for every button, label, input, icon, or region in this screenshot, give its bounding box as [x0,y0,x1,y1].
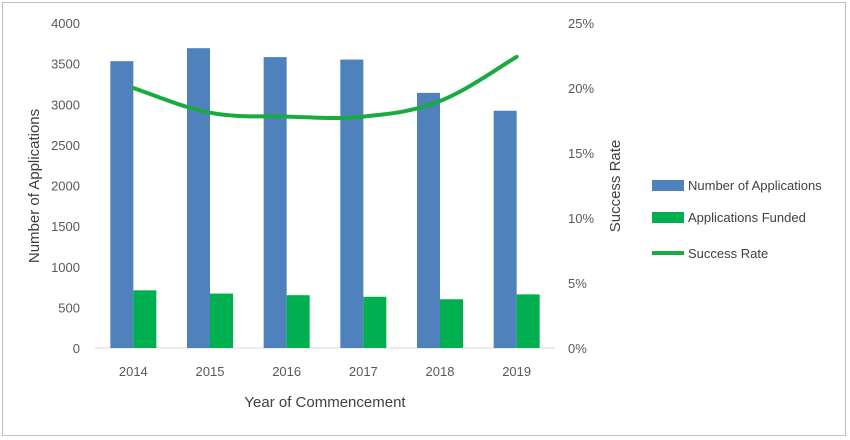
y2-tick-label: 10% [568,211,594,226]
left-axis-ticks: 0 500 1000 1500 2000 2500 3000 3500 4000 [51,16,80,356]
legend-label-success-rate: Success Rate [688,246,768,261]
y-tick-label: 4000 [51,16,80,31]
legend-swatch-funded [652,212,684,223]
bars [110,48,540,348]
y2-tick-label: 5% [568,276,587,291]
success-rate-line [131,54,519,121]
legend-swatch-applications [652,180,684,191]
x-tick-label: 2019 [502,364,531,379]
legend-label-applications: Number of Applications [688,178,822,193]
x-tick-label: 2014 [119,364,148,379]
y-tick-label: 0 [73,341,80,356]
y-tick-label: 3500 [51,57,80,72]
bar-funded [440,299,463,348]
bar-applications [340,59,364,348]
bar-funded [363,296,387,348]
y-tick-label: 3000 [51,97,80,112]
bar-applications [417,92,440,348]
bar-funded [286,295,310,348]
bar-applications [263,57,287,348]
bar-funded [133,290,157,348]
bar-applications [493,110,517,348]
y-tick-label: 2500 [51,138,80,153]
y-axis-title: Number of Applications [26,109,43,263]
y-tick-label: 1000 [51,260,80,275]
y2-tick-label: 20% [568,81,594,96]
bar-applications [110,61,134,348]
y-tick-label: 1500 [51,219,80,234]
y2-axis-title: Success Rate [607,140,624,233]
y-tick-label: 2000 [51,179,80,194]
x-axis-title: Year of Commencement [244,394,406,411]
bar-funded [210,293,233,348]
right-axis-ticks: 0% 5% 10% 15% 20% 25% [568,16,594,356]
bar-applications [187,48,210,348]
x-tick-label: 2016 [272,364,301,379]
x-tick-label: 2018 [426,364,455,379]
x-tick-label: 2017 [349,364,378,379]
legend: Number of Applications Applications Fund… [652,178,822,261]
x-axis-ticks: 2014 2015 2016 2017 2018 2019 [119,364,531,379]
y2-tick-label: 15% [568,146,594,161]
x-tick-label: 2015 [196,364,225,379]
y2-tick-label: 25% [568,16,594,31]
y2-tick-label: 0% [568,341,587,356]
y-tick-label: 500 [58,300,80,315]
legend-label-funded: Applications Funded [688,210,806,225]
bar-funded [516,294,540,348]
success-rate-line-path [131,54,519,121]
